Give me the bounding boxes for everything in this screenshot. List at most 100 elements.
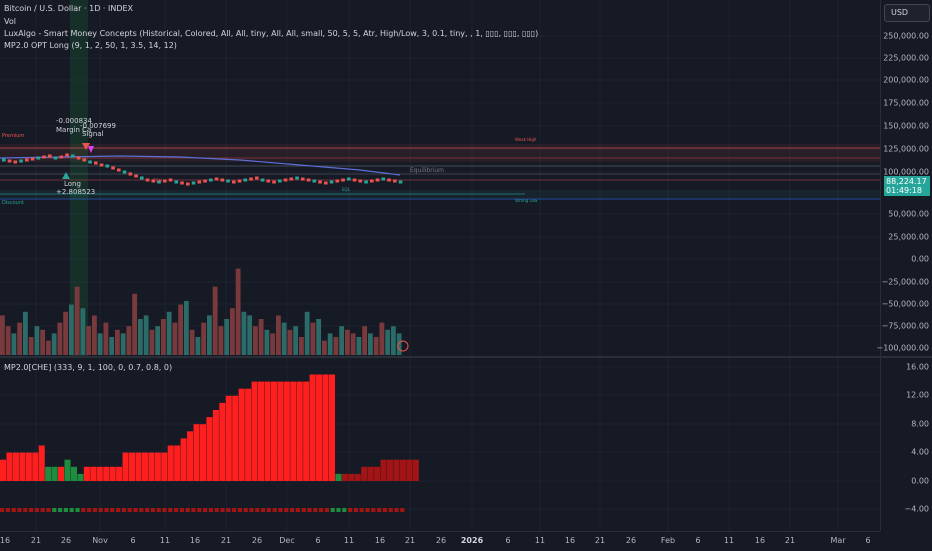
- mp-bar: [135, 452, 142, 481]
- volume-bar: [195, 337, 201, 355]
- volume-bar: [126, 326, 132, 355]
- mp-dot: [371, 508, 376, 512]
- time-label: 26: [251, 536, 263, 545]
- mp-bar: [258, 381, 265, 481]
- time-label: 11: [159, 536, 171, 545]
- volume-bar: [241, 311, 247, 355]
- mp-bar: [380, 459, 387, 481]
- discount-zone: [0, 190, 880, 200]
- mp-bar: [122, 452, 129, 481]
- time-axis[interactable]: 16 21 26 Nov 6 11 16 21 26 Dec 6 11 16 21 26 2026 6 11 16 2…: [0, 531, 880, 551]
- candle: [232, 180, 236, 184]
- mp-bar: [290, 381, 297, 481]
- pane-separator[interactable]: [0, 356, 932, 358]
- mp-bars: [0, 374, 419, 481]
- price-label: 150,000.00: [883, 121, 929, 131]
- candle: [53, 156, 58, 160]
- mp-dot: [197, 508, 202, 512]
- mp-bar: [154, 452, 161, 481]
- candle: [174, 180, 179, 184]
- currency-button[interactable]: USD: [884, 4, 930, 22]
- volume-bar: [184, 301, 189, 355]
- mp-dot: [162, 508, 167, 512]
- volume-bar: [166, 311, 172, 355]
- mp-bar: [70, 466, 77, 481]
- indicator-axis[interactable]: 16.00 12.00 8.00 4.00 0.00 −4.00: [880, 358, 932, 531]
- indicator-axis-label: 0.00: [911, 476, 929, 486]
- mp-opt-legend[interactable]: MP2.0 OPT Long (9, 1, 2, 50, 1, 3.5, 14,…: [4, 41, 177, 50]
- mp-dot: [255, 508, 260, 512]
- candle: [99, 163, 104, 167]
- candle: [180, 181, 184, 185]
- price-label: 175,000.00: [883, 98, 929, 108]
- candle: [387, 178, 391, 182]
- volume-bar: [63, 311, 69, 355]
- candle: [352, 178, 357, 182]
- mp-bar: [341, 473, 348, 481]
- volume-bar: [155, 326, 161, 355]
- volume-bar: [80, 308, 86, 355]
- mp-dot: [185, 508, 190, 512]
- chart-title[interactable]: Bitcoin / U.S. Dollar · 1D · INDEX: [4, 4, 134, 13]
- luxalgo-legend[interactable]: LuxAlgo - Smart Money Concepts (Historic…: [4, 29, 539, 38]
- price-label: −100,000.00: [876, 343, 929, 353]
- time-label: 21: [784, 536, 796, 545]
- mp-dot: [34, 508, 39, 512]
- mp-dot: [87, 508, 92, 512]
- mp-dot: [237, 508, 242, 512]
- mp-bar: [116, 466, 123, 481]
- candle: [59, 155, 64, 159]
- mp-dot: [214, 508, 219, 512]
- volume-bar: [92, 315, 97, 355]
- strong-low-label: Strong Low: [515, 198, 538, 203]
- mp-dot: [377, 508, 382, 512]
- mp-bar: [0, 459, 7, 481]
- volume-bar: [120, 333, 126, 355]
- mp-bar: [141, 452, 148, 481]
- candle: [226, 179, 230, 183]
- mp-bar: [406, 459, 413, 481]
- mp-dot: [69, 508, 74, 512]
- price-label: 225,000.00: [883, 53, 929, 63]
- mp-dots: [0, 508, 405, 512]
- mp-bar: [251, 381, 258, 481]
- mp-dot: [81, 508, 86, 512]
- price-label: 200,000.00: [883, 75, 929, 85]
- volume-legend[interactable]: Vol: [4, 17, 16, 26]
- candle: [335, 179, 340, 183]
- candle: [19, 159, 23, 163]
- candle: [203, 179, 207, 183]
- mp-bar: [64, 459, 71, 481]
- candle: [48, 154, 52, 158]
- mp-dot: [272, 508, 277, 512]
- candle: [71, 154, 75, 158]
- equilibrium-label: Equilibrium: [410, 167, 444, 174]
- mp-bar: [367, 466, 374, 481]
- candle: [128, 172, 133, 176]
- mp-dot: [11, 508, 16, 512]
- candle: [295, 176, 299, 180]
- volume-bar: [253, 326, 258, 355]
- mp-dot: [63, 508, 68, 512]
- indicator-axis-label: −4.00: [904, 504, 929, 514]
- candle: [364, 180, 368, 184]
- indicator-title[interactable]: MP2.0[CHE] (333, 9, 1, 100, 0, 0.7, 0.8,…: [4, 363, 173, 372]
- price-axis[interactable]: 250,000.00 225,000.00 200,000.00 175,000…: [876, 0, 932, 356]
- margin-label: Margin Ca: [56, 126, 92, 134]
- mp-bar: [348, 473, 355, 481]
- mp-dot: [0, 508, 5, 512]
- mp-bar: [19, 452, 26, 481]
- volume-bar: [138, 319, 143, 355]
- indicator-pane[interactable]: MP2.0[CHE] (333, 9, 1, 100, 0, 0.7, 0.8,…: [0, 358, 880, 531]
- candle: [255, 176, 259, 180]
- time-label: 6: [315, 536, 321, 545]
- candle: [266, 179, 271, 183]
- volume-bar: [201, 322, 207, 355]
- premium-zone: [0, 144, 880, 162]
- volume-bar: [23, 311, 28, 355]
- volume-bar: [5, 326, 11, 355]
- mp-dot: [92, 508, 97, 512]
- main-chart-pane[interactable]: Bitcoin / U.S. Dollar · 1D · INDEX Vol L…: [0, 0, 880, 356]
- mp-bar: [328, 374, 335, 481]
- candle: [122, 170, 127, 174]
